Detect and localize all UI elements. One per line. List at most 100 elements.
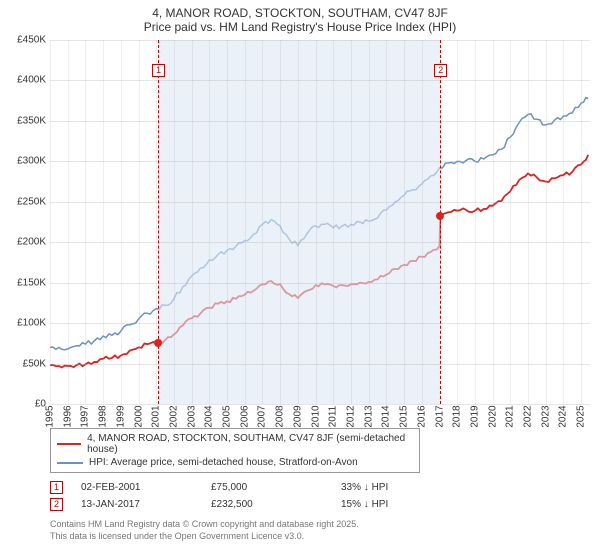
y-tick-label: £150K xyxy=(17,277,46,288)
marker-table-date: 13-JAN-2017 xyxy=(81,499,211,510)
grid-line xyxy=(50,283,590,284)
grid-line xyxy=(422,40,423,404)
x-tick-label: 2003 xyxy=(186,405,197,427)
grid-line xyxy=(85,40,86,404)
legend-swatch xyxy=(57,462,83,464)
grid-line xyxy=(209,40,210,404)
x-tick-label: 2023 xyxy=(540,405,551,427)
x-tick-label: 2001 xyxy=(151,405,162,427)
grid-line xyxy=(298,40,299,404)
x-tick-label: 2024 xyxy=(558,405,569,427)
legend: 4, MANOR ROAD, STOCKTON, SOUTHAM, CV47 8… xyxy=(50,428,420,473)
y-tick-label: £350K xyxy=(17,115,46,126)
grid-line xyxy=(192,40,193,404)
chart-title-line2: Price paid vs. HM Land Registry's House … xyxy=(10,20,590,34)
x-tick-label: 2013 xyxy=(363,405,374,427)
x-tick-label: 2015 xyxy=(399,405,410,427)
x-tick-label: 1997 xyxy=(80,405,91,427)
grid-line xyxy=(528,40,529,404)
grid-line xyxy=(510,40,511,404)
x-tick-label: 2005 xyxy=(222,405,233,427)
y-axis: £0£50K£100K£150K£200K£250K£300K£350K£400… xyxy=(10,40,50,404)
grid-line xyxy=(457,40,458,404)
x-tick-label: 1995 xyxy=(45,405,56,427)
x-tick-label: 2021 xyxy=(505,405,516,427)
x-tick-label: 2010 xyxy=(310,405,321,427)
grid-line xyxy=(316,40,317,404)
chart-title-line1: 4, MANOR ROAD, STOCKTON, SOUTHAM, CV47 8… xyxy=(10,6,590,20)
grid-line xyxy=(139,40,140,404)
marker-table-badge: 2 xyxy=(50,498,63,511)
marker-line xyxy=(440,40,441,404)
grid-line xyxy=(581,40,582,404)
x-axis: 1995199619971998199920002001200220032004… xyxy=(50,404,590,424)
footer-line1: Contains HM Land Registry data © Crown c… xyxy=(50,519,590,531)
legend-label: 4, MANOR ROAD, STOCKTON, SOUTHAM, CV47 8… xyxy=(87,433,413,455)
marker-table-price: £75,000 xyxy=(211,482,341,493)
x-tick-label: 2009 xyxy=(292,405,303,427)
x-tick-label: 2019 xyxy=(469,405,480,427)
x-tick-label: 2014 xyxy=(381,405,392,427)
marker-dot xyxy=(154,339,162,347)
grid-line xyxy=(50,202,590,203)
y-tick-label: £450K xyxy=(17,35,46,46)
x-tick-label: 2016 xyxy=(416,405,427,427)
grid-line xyxy=(493,40,494,404)
x-tick-label: 2012 xyxy=(345,405,356,427)
x-tick-label: 1996 xyxy=(62,405,73,427)
x-tick-label: 2022 xyxy=(523,405,534,427)
shaded-region xyxy=(158,40,440,404)
legend-swatch xyxy=(57,443,81,445)
marker-table-delta: 15% ↓ HPI xyxy=(341,499,471,510)
grid-line xyxy=(68,40,69,404)
footer-line2: This data is licensed under the Open Gov… xyxy=(50,531,590,543)
y-tick-label: £200K xyxy=(17,237,46,248)
y-tick-label: £250K xyxy=(17,196,46,207)
legend-row: 4, MANOR ROAD, STOCKTON, SOUTHAM, CV47 8… xyxy=(57,432,413,456)
marker-table-delta: 33% ↓ HPI xyxy=(341,482,471,493)
y-tick-label: £400K xyxy=(17,75,46,86)
x-tick-label: 2020 xyxy=(487,405,498,427)
footer: Contains HM Land Registry data © Crown c… xyxy=(50,519,590,542)
grid-line xyxy=(262,40,263,404)
marker-dot xyxy=(436,212,444,220)
grid-line xyxy=(103,40,104,404)
grid-line xyxy=(386,40,387,404)
x-tick-label: 2025 xyxy=(576,405,587,427)
grid-line xyxy=(351,40,352,404)
chart-container: 4, MANOR ROAD, STOCKTON, SOUTHAM, CV47 8… xyxy=(0,0,600,546)
marker-line xyxy=(158,40,159,404)
grid-line xyxy=(404,40,405,404)
grid-line xyxy=(369,40,370,404)
grid-line xyxy=(50,242,590,243)
grid-line xyxy=(50,323,590,324)
marker-badge: 1 xyxy=(152,64,165,77)
y-tick-label: £50K xyxy=(23,358,46,369)
x-tick-label: 2006 xyxy=(239,405,250,427)
marker-table-badge: 1 xyxy=(50,481,63,494)
x-tick-label: 2007 xyxy=(257,405,268,427)
marker-badge: 2 xyxy=(434,64,447,77)
grid-line xyxy=(227,40,228,404)
grid-line xyxy=(333,40,334,404)
grid-line xyxy=(245,40,246,404)
plot-area: 12 xyxy=(50,40,590,404)
marker-table-row: 1 02-FEB-2001£75,00033% ↓ HPI xyxy=(50,479,590,496)
grid-line xyxy=(50,40,51,404)
x-tick-label: 2011 xyxy=(328,406,339,428)
legend-label: HPI: Average price, semi-detached house,… xyxy=(89,457,358,468)
grid-line xyxy=(563,40,564,404)
x-tick-label: 2000 xyxy=(133,405,144,427)
y-tick-label: £100K xyxy=(17,318,46,329)
x-tick-label: 2008 xyxy=(275,405,286,427)
x-tick-label: 2017 xyxy=(434,405,445,427)
grid-line xyxy=(50,40,590,41)
grid-line xyxy=(50,161,590,162)
grid-line xyxy=(280,40,281,404)
x-tick-label: 2002 xyxy=(168,405,179,427)
grid-line xyxy=(121,40,122,404)
marker-table-date: 02-FEB-2001 xyxy=(81,482,211,493)
marker-table-price: £232,500 xyxy=(211,499,341,510)
grid-line xyxy=(50,364,590,365)
marker-table-row: 2 13-JAN-2017£232,50015% ↓ HPI xyxy=(50,496,590,513)
